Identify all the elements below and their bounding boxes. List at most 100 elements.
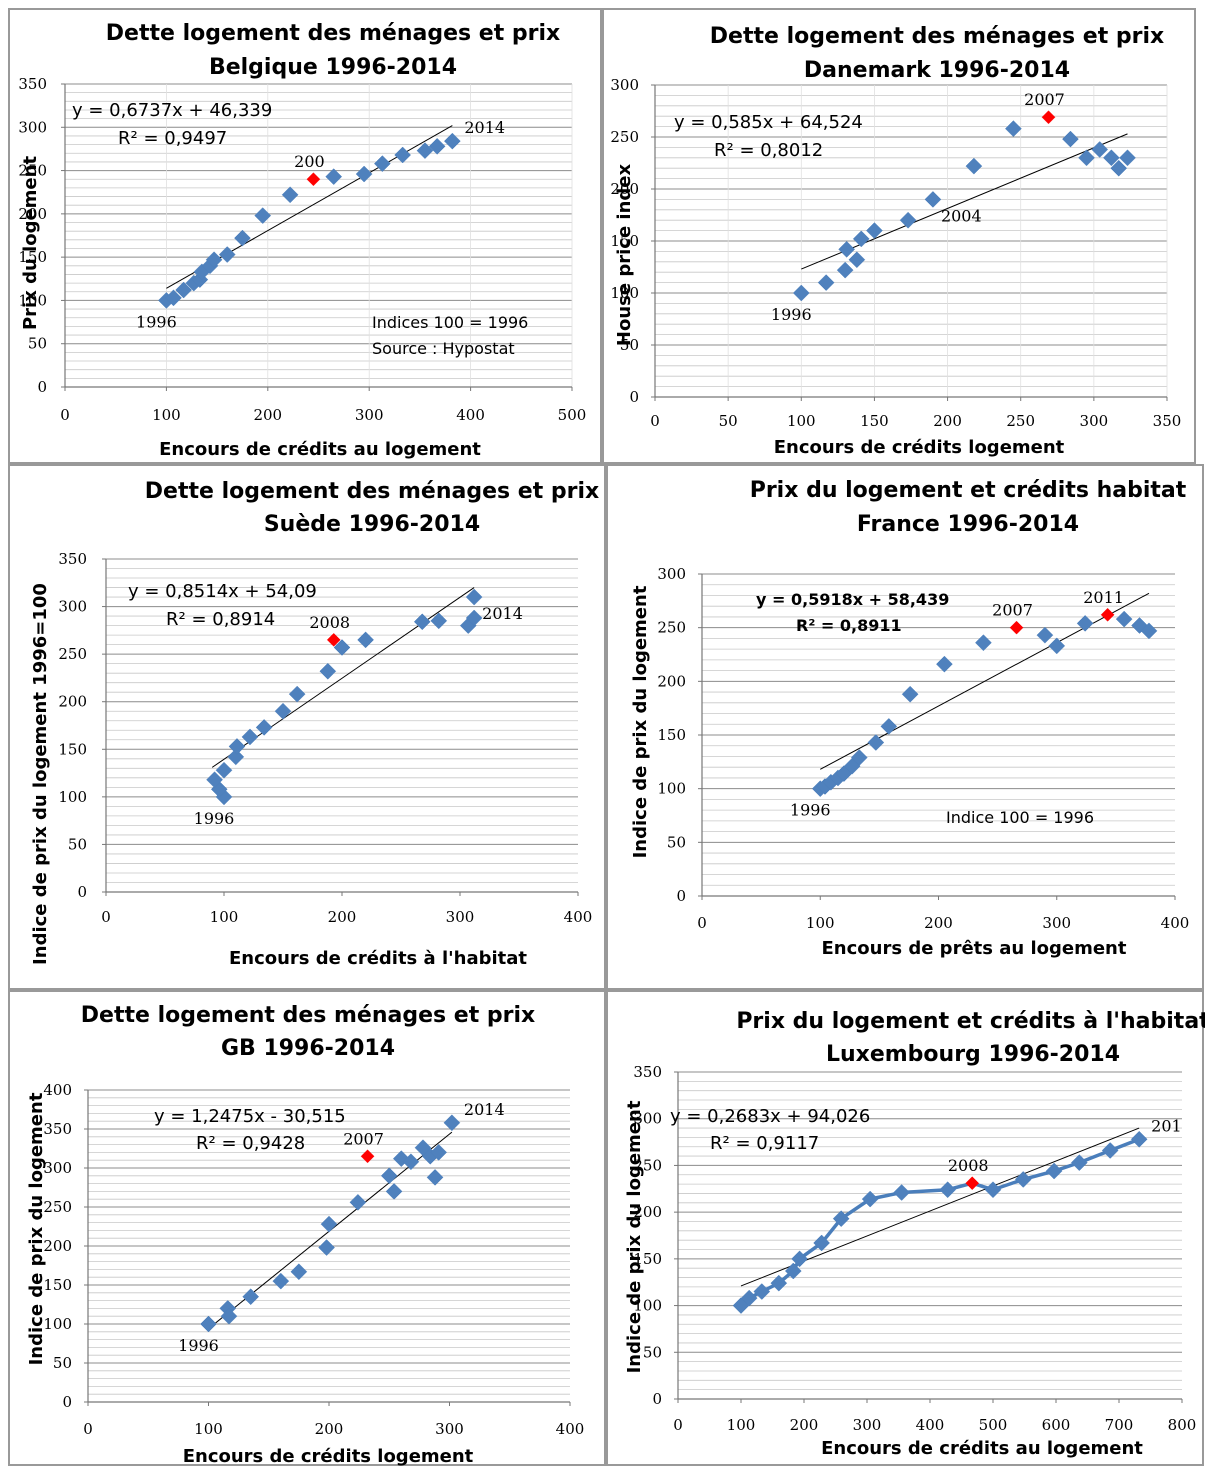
chart-title: Dette logement des ménages et prix	[81, 1003, 535, 1028]
x-tick-labels: 0 100 200 300 400	[83, 1402, 584, 1438]
note-indice: Indice 100 = 1996	[946, 808, 1094, 827]
point-label: 2008	[309, 613, 350, 632]
grid-lines	[678, 1071, 1182, 1400]
y-tick-label: 150	[610, 232, 639, 250]
data-point	[333, 639, 351, 656]
y-tick-label: 250	[610, 128, 639, 146]
y-tick-label: 0	[77, 883, 87, 901]
data-point	[206, 771, 223, 789]
x-tick-label: 300	[853, 1416, 882, 1434]
highlight-point	[326, 633, 341, 647]
y-tick-label: 150	[657, 726, 686, 744]
data-point	[465, 588, 483, 606]
x-tick-label: 200	[790, 1416, 819, 1434]
x-tick-label: 700	[1105, 1416, 1134, 1434]
x-tick-label: 400	[1161, 914, 1190, 932]
data-point	[290, 1263, 308, 1281]
data-point	[227, 748, 245, 766]
y-tick-label: 200	[18, 205, 47, 223]
point-labels: 1996 2007 2011	[790, 588, 1124, 820]
data-point	[318, 1239, 335, 1256]
data-point	[274, 702, 292, 720]
data-point	[924, 191, 942, 208]
data-point	[901, 685, 919, 703]
point-label: 201	[1151, 1116, 1182, 1135]
data-point	[241, 728, 259, 746]
data-point	[272, 1272, 290, 1290]
x-tick-label: 200	[328, 908, 357, 926]
x-tick-label: 0	[83, 1420, 93, 1438]
data-points	[792, 110, 1136, 302]
x-tick-label: 300	[1042, 914, 1071, 932]
y-tick-label: 50	[28, 335, 47, 353]
data-point	[1140, 622, 1158, 640]
point-label: 2007	[1024, 90, 1065, 109]
data-points	[732, 1130, 1148, 1314]
r-squared: R² = 0,8012	[714, 140, 823, 161]
data-point	[1130, 1130, 1148, 1148]
data-point	[1005, 120, 1022, 138]
y-tick-label: 50	[667, 833, 686, 851]
x-tick-label: 0	[697, 914, 707, 932]
x-tick-label: 300	[355, 406, 384, 424]
r-squared: R² = 0,9428	[196, 1133, 305, 1154]
data-point	[218, 246, 236, 263]
trendline	[801, 133, 1128, 270]
data-points	[811, 607, 1158, 798]
note-source: Source : Hypostat	[372, 339, 515, 358]
data-point	[984, 1181, 1002, 1199]
x-axis-label: Encours de crédits à l'habitat	[229, 948, 527, 969]
data-point	[866, 222, 883, 239]
x-tick-label: 100	[806, 914, 835, 932]
point-label: 2011	[1083, 588, 1124, 607]
y-tick-label: 150	[18, 248, 47, 266]
x-tick-label: 500	[558, 406, 587, 424]
chart-subtitle: Danemark 1996-2014	[804, 58, 1070, 83]
data-point	[867, 734, 885, 751]
r-squared: R² = 0,8914	[166, 609, 275, 630]
data-point	[836, 261, 854, 279]
point-label: 2014	[464, 1100, 505, 1119]
data-point	[861, 1190, 879, 1208]
data-point	[402, 1153, 420, 1171]
data-point	[430, 612, 448, 630]
chart-svg-luxembourg: Prix du logement et crédits à l'habitat …	[624, 1009, 1205, 1459]
data-point	[792, 284, 810, 302]
data-point	[753, 1283, 771, 1300]
data-point	[349, 1193, 367, 1211]
x-tick-label: 600	[1042, 1416, 1071, 1434]
data-point	[394, 146, 412, 164]
regression-equation: y = 0,2683x + 94,026	[670, 1106, 870, 1127]
data-point	[430, 1144, 448, 1161]
x-tick-label: 400	[556, 1420, 585, 1438]
data-point	[1048, 637, 1066, 655]
grid-lines	[702, 573, 1175, 897]
point-labels: 2008 201	[948, 1116, 1182, 1175]
data-point	[255, 719, 273, 736]
x-tick-label: 0	[60, 406, 70, 424]
data-point	[413, 613, 431, 631]
chart-svg-france: Prix du logement et crédits habitat Fran…	[630, 478, 1189, 959]
data-point	[880, 718, 898, 735]
y-tick-label: 50	[68, 835, 87, 853]
highlight-point	[965, 1176, 980, 1191]
y-tick-labels: 0 50 100 150 200 250 300	[610, 76, 655, 406]
chart-subtitle: Belgique 1996-2014	[209, 55, 457, 80]
chart-title: Prix du logement et crédits habitat	[750, 478, 1187, 503]
data-point	[288, 685, 306, 703]
data-point	[234, 229, 251, 247]
y-tick-label: 400	[43, 1081, 72, 1099]
x-tick-labels: 0 100 200 300 400	[697, 896, 1189, 932]
y-tick-label: 250	[58, 645, 87, 663]
y-tick-label: 300	[43, 1159, 72, 1177]
data-point	[965, 157, 983, 175]
data-point	[1070, 1154, 1088, 1171]
data-point	[220, 1307, 238, 1325]
x-tick-label: 150	[860, 412, 889, 430]
x-tick-label: 100	[210, 908, 239, 926]
data-point	[740, 1289, 758, 1307]
data-point	[848, 251, 866, 269]
x-tick-label: 0	[650, 412, 660, 430]
x-axis-label: Encours de crédits au logement	[821, 1438, 1143, 1459]
data-point	[380, 1167, 398, 1185]
